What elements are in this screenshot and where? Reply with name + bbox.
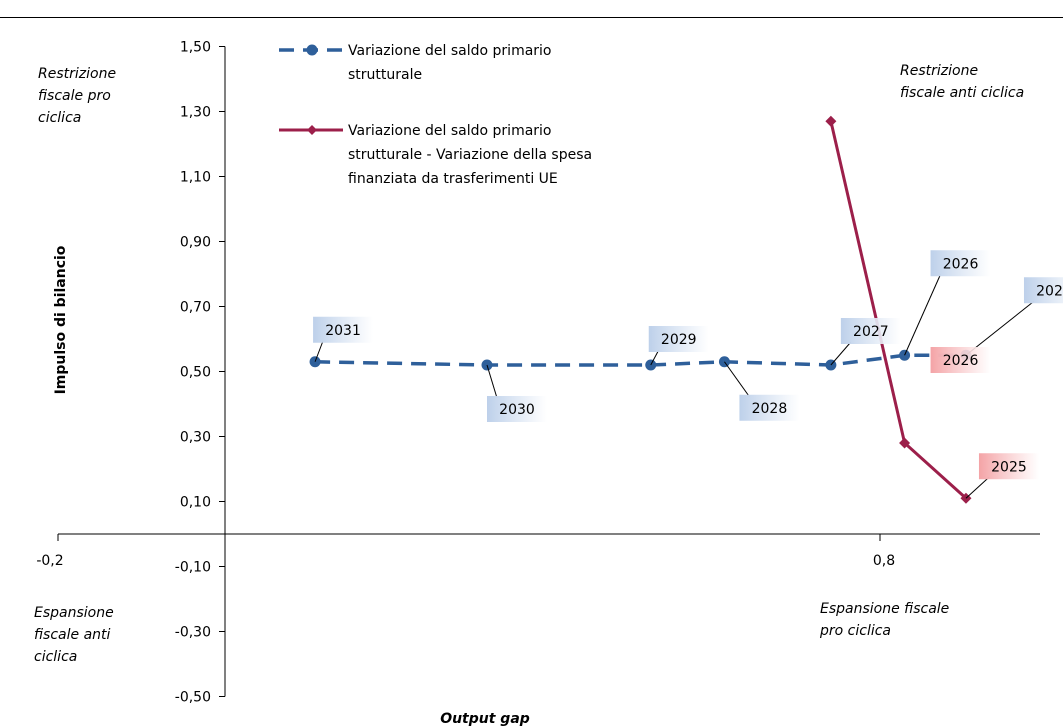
y-tick-label: -0,30: [175, 625, 211, 641]
y-tick-label: 1,50: [180, 40, 211, 56]
series-line-2: [829, 120, 968, 500]
quadrant-label-bottom-right: pro ciclica: [819, 623, 891, 639]
y-tick-label: 1,10: [180, 170, 211, 186]
legend-marker-2: [307, 125, 317, 135]
quadrant-label-bottom-left: fiscale anti: [34, 627, 111, 643]
quadrant-label-top-right: Restrizione: [900, 63, 978, 79]
label-box: [1023, 277, 1063, 304]
label-leader: [486, 364, 498, 399]
y-tick-label: 0,10: [180, 495, 211, 511]
year-label-series-1: 2026: [930, 250, 991, 277]
point-labels: 2031203020292028202720262025202720262025: [313, 250, 1063, 499]
x-axis-title: Output gap: [440, 711, 530, 726]
y-tick-label: -0,50: [175, 690, 211, 706]
x-tick-label: -0,2: [36, 553, 63, 569]
legend-label-1: Variazione del saldo primario: [348, 43, 552, 59]
year-label-series-1: 2027: [840, 318, 901, 344]
label-leader: [314, 340, 324, 362]
quadrant-label-top-right: fiscale anti ciclica: [900, 85, 1024, 101]
label-text: 2030: [499, 402, 535, 418]
quadrant-label-bottom-right: Espansione fiscale: [820, 601, 949, 617]
legend-label-1: strutturale: [348, 67, 422, 83]
quadrant-label-top-left: fiscale pro: [38, 88, 111, 104]
legend-marker-1: [306, 44, 318, 56]
y-tick-label: -0,10: [175, 560, 211, 576]
data-point-2: [825, 115, 837, 127]
year-label-series-2: 2025: [978, 453, 1039, 480]
label-box: [840, 318, 901, 344]
label-leader: [830, 341, 852, 366]
axes: 1,50 1,30 1,10 0,90 0,70 0,50 0,30 0,10 -0,10 -0,…: [36, 40, 1040, 706]
year-label-series-1: 2029: [648, 326, 709, 352]
year-label-series-1: 2025: [1023, 277, 1063, 304]
y-tick-label: 0,50: [180, 365, 211, 381]
series-line-1: [315, 353, 966, 367]
label-box: [930, 347, 991, 373]
legend-label-2: strutturale - Variazione della spesa: [348, 147, 592, 163]
label-leader: [965, 300, 1035, 356]
label-text: 2026: [943, 256, 979, 272]
year-label-series-2: 2026: [930, 347, 991, 373]
label-box: [648, 326, 709, 352]
label-leader: [965, 476, 990, 499]
label-text: 2025: [1036, 283, 1063, 299]
legend-label-2: Variazione del saldo primario: [348, 123, 552, 139]
label-text: 2028: [752, 401, 788, 417]
label-text: 2029: [661, 332, 697, 348]
label-leader: [724, 361, 750, 398]
label-leader: [650, 349, 660, 366]
y-tick-label: 0,70: [180, 300, 211, 316]
quadrant-label-bottom-left: Espansione: [34, 605, 114, 621]
y-tick-label: 0,90: [180, 235, 211, 251]
legend: Variazione del saldo primario strutturale…: [279, 43, 592, 187]
label-text: 2026: [943, 353, 979, 369]
y-axis-title: Impulso di bilancio: [53, 245, 69, 394]
year-label-series-1: 2030: [487, 396, 547, 422]
label-box: [487, 396, 547, 422]
quadrant-label-top-left: ciclica: [38, 110, 81, 126]
x-tick-label: 0,8: [873, 553, 895, 569]
label-box: [739, 394, 800, 421]
year-label-series-1: 2031: [313, 316, 374, 343]
data-point-2: [899, 437, 911, 449]
quadrant-labels: Restrizione fiscale pro ciclica Restrizione…: [34, 63, 1024, 665]
legend-label-2: finanziata da trasferimenti UE: [348, 171, 558, 187]
label-box: [313, 316, 374, 343]
year-label-series-1: 2028: [739, 394, 800, 421]
label-box: [978, 453, 1039, 480]
y-tick-label: 1,30: [180, 105, 211, 121]
label-leader: [904, 274, 942, 356]
label-text: 2031: [325, 323, 361, 339]
y-tick-label: 0,30: [180, 430, 211, 446]
label-box: [930, 250, 991, 277]
label-text: 2027: [853, 324, 889, 340]
label-text: 2025: [991, 459, 1027, 475]
quadrant-label-bottom-left: ciclica: [34, 649, 77, 665]
quadrant-label-top-left: Restrizione: [38, 66, 116, 82]
top-rule: [0, 17, 1063, 18]
